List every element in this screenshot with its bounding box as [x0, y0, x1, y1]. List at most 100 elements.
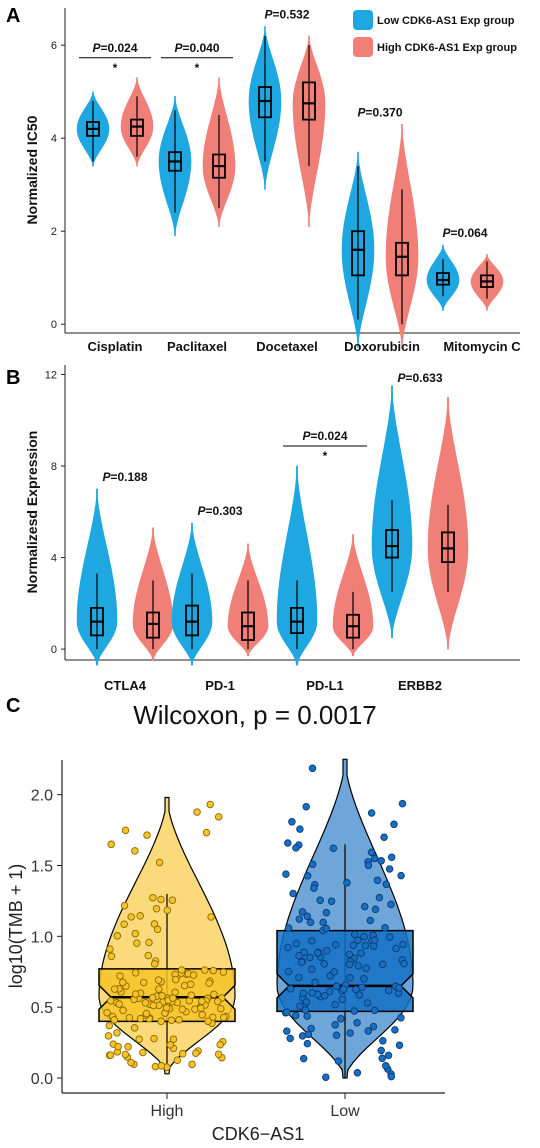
data-point: [382, 1062, 390, 1070]
data-point: [349, 941, 358, 949]
data-point: [327, 897, 336, 905]
data-point: [300, 948, 308, 956]
data-point: [163, 906, 172, 914]
y-tick-label: 0.5: [31, 1000, 53, 1017]
category-label: High: [151, 1103, 184, 1120]
data-point: [107, 840, 115, 849]
data-point: [166, 1041, 175, 1049]
category-label: PD-L1: [306, 678, 344, 693]
data-point: [364, 861, 373, 870]
data-point: [321, 991, 329, 1000]
data-point: [343, 879, 351, 887]
data-point: [392, 944, 400, 953]
y-tick-label: 0.0: [31, 1071, 53, 1088]
data-point: [382, 880, 390, 889]
data-point: [125, 1013, 134, 1022]
data-point: [395, 984, 403, 992]
data-point: [331, 1000, 339, 1009]
data-point: [377, 857, 385, 865]
data-point: [192, 1049, 200, 1057]
legend-swatch-low: [353, 10, 373, 30]
data-point: [385, 933, 394, 941]
data-point: [310, 884, 318, 892]
data-point: [316, 896, 324, 905]
data-point: [353, 1069, 362, 1077]
data-point: [131, 929, 140, 938]
box: [385, 529, 399, 559]
y-tick-label: 0: [51, 319, 57, 331]
data-point: [104, 1032, 113, 1040]
p-value-label: P=0.064: [442, 226, 487, 240]
data-point: [353, 1018, 361, 1027]
data-point: [369, 1022, 378, 1031]
data-point: [363, 999, 372, 1007]
data-point: [371, 905, 380, 914]
data-point: [178, 1005, 187, 1014]
data-point: [399, 940, 407, 949]
category-label: ERBB2: [398, 678, 442, 693]
data-point: [103, 1008, 111, 1017]
data-point: [370, 854, 379, 863]
data-point: [139, 1048, 147, 1057]
data-point: [214, 813, 223, 821]
data-point: [306, 953, 314, 962]
data-point: [332, 1031, 341, 1040]
data-point: [152, 904, 161, 913]
data-point: [384, 986, 393, 995]
data-point: [307, 1024, 315, 1033]
data-point: [384, 1051, 393, 1060]
data-point: [289, 889, 297, 898]
panel-label-b: B: [6, 367, 20, 389]
data-point: [286, 985, 295, 993]
box: [290, 607, 304, 634]
data-point: [288, 818, 296, 826]
data-point: [292, 939, 301, 948]
y-tick-label: 4: [51, 553, 57, 565]
data-point: [298, 908, 307, 916]
data-point: [136, 1014, 145, 1023]
data-point: [158, 992, 166, 1000]
data-point: [295, 915, 304, 923]
data-point: [177, 966, 186, 974]
data-point: [322, 908, 331, 917]
data-point: [121, 826, 130, 835]
data-point: [157, 1062, 166, 1070]
data-point: [113, 932, 122, 940]
data-point: [149, 1001, 158, 1010]
data-point: [168, 896, 177, 904]
p-value-label: P=0.188: [102, 470, 147, 484]
data-point: [143, 831, 151, 839]
data-point: [339, 985, 348, 993]
panel-label-a: A: [6, 5, 20, 27]
violin: [276, 465, 318, 666]
y-tick-label: 2.0: [31, 788, 53, 805]
data-point: [320, 960, 329, 968]
category-label: Docetaxel: [256, 339, 317, 354]
data-point: [323, 946, 331, 955]
data-point: [141, 999, 150, 1007]
data-point: [375, 893, 384, 902]
data-point: [150, 960, 159, 968]
y-tick-label: 1.5: [31, 859, 53, 876]
box: [130, 118, 144, 137]
data-point: [330, 968, 338, 976]
data-point: [291, 1011, 300, 1020]
panel-c-y-label: log10(TMB + 1): [6, 864, 26, 989]
data-point: [207, 913, 215, 921]
data-point: [124, 1043, 132, 1051]
data-point: [131, 990, 140, 998]
panel-c-chart: Wilcoxon, p = 0.0017 log10(TMB + 1) CDK6…: [6, 700, 445, 1144]
category-label: Doxorubicin: [344, 339, 420, 354]
data-point: [395, 1041, 404, 1049]
data-point: [329, 844, 338, 852]
data-point: [120, 901, 129, 910]
data-point: [283, 1027, 291, 1035]
category-label: Low: [330, 1103, 360, 1120]
data-point: [151, 1062, 160, 1071]
data-point: [157, 1017, 165, 1026]
data-point: [387, 900, 395, 909]
data-point: [295, 951, 303, 960]
data-point: [350, 1007, 359, 1015]
y-tick-label: 4: [51, 133, 57, 145]
data-point: [380, 833, 388, 841]
